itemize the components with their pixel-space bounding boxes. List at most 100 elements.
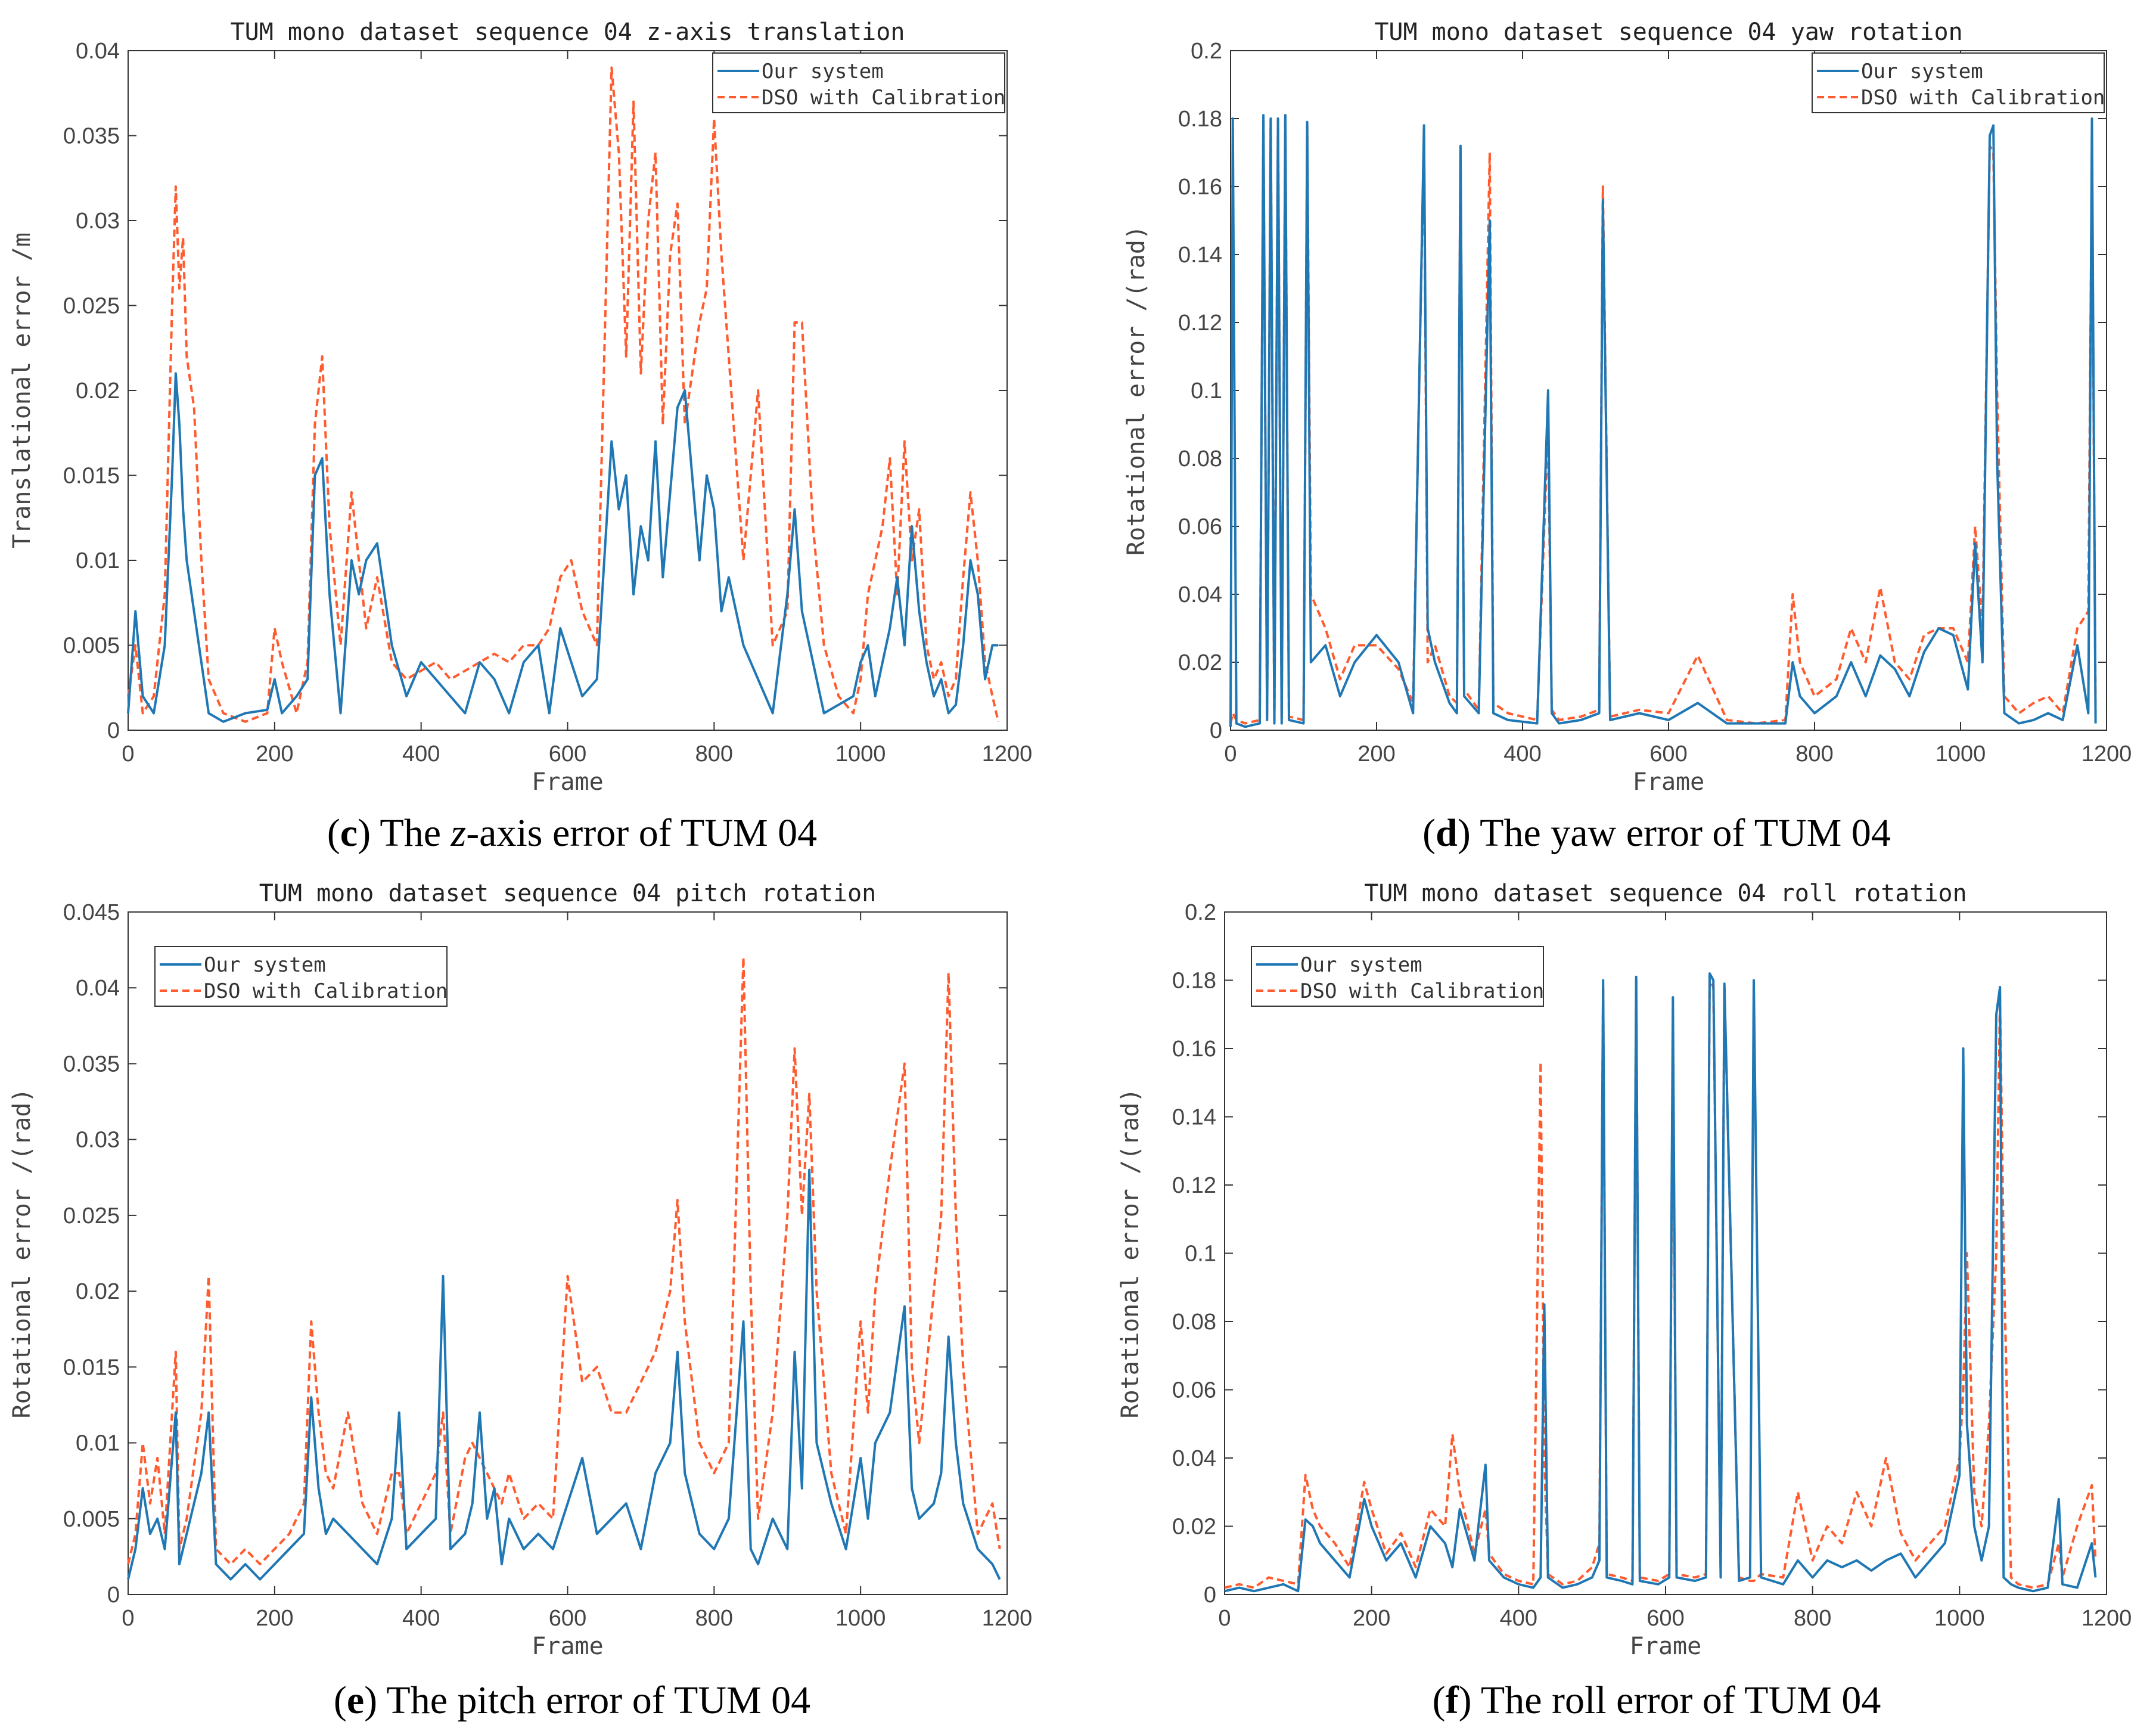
y-tick-label: 0.04 xyxy=(76,976,120,1001)
y-axis-label: Translational error /m xyxy=(8,232,36,548)
y-tick-label: 0 xyxy=(1210,718,1222,743)
y-tick-label: 0.015 xyxy=(63,464,120,489)
y-tick-label: 0.02 xyxy=(1178,650,1222,675)
y-tick-label: 0.03 xyxy=(76,1128,120,1153)
x-tick-label: 800 xyxy=(695,742,733,767)
y-tick-label: 0.14 xyxy=(1172,1105,1216,1130)
x-tick-label: 200 xyxy=(1357,742,1395,767)
series-line-dso-with-calibration xyxy=(127,956,1001,1566)
y-tick-label: 0.025 xyxy=(63,1203,120,1229)
y-tick-label: 0.2 xyxy=(1185,900,1216,925)
caption-part: ( xyxy=(333,1679,347,1722)
y-tick-label: 0.02 xyxy=(76,379,120,404)
y-tick-label: 0.18 xyxy=(1178,107,1222,132)
y-tick-label: 0.005 xyxy=(63,634,120,659)
caption-part: ( xyxy=(327,811,340,855)
chart-title: TUM mono dataset sequence 04 roll rotati… xyxy=(1364,880,1967,907)
y-tick-label: 0.035 xyxy=(63,1051,120,1077)
plot-area xyxy=(1230,50,2107,731)
x-axis-label: Frame xyxy=(532,768,603,796)
y-tick-label: 0.04 xyxy=(76,39,120,64)
y-tick-label: 0.005 xyxy=(63,1507,120,1532)
legend-entry-label: Our system xyxy=(204,953,326,977)
y-tick-label: 0.06 xyxy=(1172,1378,1216,1403)
y-tick-label: 0.03 xyxy=(76,209,120,234)
y-tick-label: 0.08 xyxy=(1172,1310,1216,1335)
caption-part: -axis error of TUM 04 xyxy=(466,811,818,855)
y-tick-label: 0.025 xyxy=(63,294,120,319)
y-tick-label: 0.1 xyxy=(1185,1242,1216,1267)
x-tick-label: 1000 xyxy=(1934,1606,1985,1631)
caption-part: ) xyxy=(1458,1679,1481,1722)
caption-part: z xyxy=(451,811,467,855)
legend-entry-label: DSO with Calibration xyxy=(1300,979,1544,1003)
caption-part: d xyxy=(1436,811,1458,855)
caption-part: f xyxy=(1445,1679,1459,1722)
y-tick-label: 0.1 xyxy=(1191,379,1222,404)
x-tick-label: 0 xyxy=(1218,1606,1231,1631)
x-tick-label: 1000 xyxy=(1936,742,1986,767)
x-tick-label: 1200 xyxy=(2082,1606,2132,1631)
x-tick-label: 400 xyxy=(1503,742,1541,767)
y-tick-label: 0.08 xyxy=(1178,446,1222,472)
x-tick-label: 600 xyxy=(549,742,586,767)
chart-c: TUM mono dataset sequence 04 z-axis tran… xyxy=(8,18,1032,796)
x-axis-label: Frame xyxy=(1633,768,1704,796)
x-tick-label: 800 xyxy=(1794,1606,1831,1631)
caption-part: The roll error of TUM 04 xyxy=(1480,1679,1881,1722)
y-tick-label: 0.01 xyxy=(76,548,120,573)
x-tick-label: 200 xyxy=(1353,1606,1390,1631)
caption-part: The pitch error of TUM 04 xyxy=(386,1679,811,1722)
y-tick-label: 0.2 xyxy=(1191,39,1222,64)
y-tick-label: 0.16 xyxy=(1178,175,1222,200)
x-tick-label: 1200 xyxy=(2082,742,2132,767)
caption-part: ( xyxy=(1432,1679,1446,1722)
y-tick-label: 0 xyxy=(107,1583,120,1608)
x-tick-label: 0 xyxy=(1224,742,1237,767)
series-line-dso-with-calibration xyxy=(1229,114,2097,725)
x-axis-label: Frame xyxy=(1630,1633,1701,1660)
x-tick-label: 400 xyxy=(1500,1606,1537,1631)
y-tick-label: 0 xyxy=(1204,1583,1216,1608)
caption-d: (d) The yaw error of TUM 04 xyxy=(1120,811,2156,856)
y-tick-label: 0.04 xyxy=(1172,1446,1216,1471)
chart-d: TUM mono dataset sequence 04 yaw rotatio… xyxy=(1123,18,2132,796)
y-tick-label: 0.18 xyxy=(1172,969,1216,994)
y-tick-label: 0.015 xyxy=(63,1355,120,1380)
x-tick-label: 1200 xyxy=(982,1606,1033,1631)
legend-entry-label: DSO with Calibration xyxy=(1861,86,2105,110)
legend-entry-label: Our system xyxy=(1300,953,1422,977)
x-tick-label: 1000 xyxy=(835,1606,886,1631)
legend-box xyxy=(154,946,448,1007)
series-line-our-system xyxy=(1224,972,2097,1593)
plot-area xyxy=(1224,911,2107,1595)
caption-f: (f) The roll error of TUM 04 xyxy=(1120,1678,2156,1723)
caption-c: (c) The z-axis error of TUM 04 xyxy=(36,811,1108,856)
x-tick-label: 1000 xyxy=(835,742,886,767)
x-tick-label: 0 xyxy=(122,742,134,767)
chart-title: TUM mono dataset sequence 04 yaw rotatio… xyxy=(1374,18,1962,46)
series-line-our-system xyxy=(1229,114,2097,728)
x-tick-label: 800 xyxy=(1795,742,1833,767)
caption-part: e xyxy=(346,1679,365,1722)
caption-part: c xyxy=(340,811,358,855)
x-tick-label: 0 xyxy=(122,1606,134,1631)
y-axis-label: Rotational error /(rad) xyxy=(1123,225,1150,556)
x-tick-label: 600 xyxy=(1649,742,1687,767)
y-tick-label: 0 xyxy=(107,718,120,743)
caption-part: ) xyxy=(358,811,380,855)
legend-box xyxy=(1251,946,1544,1007)
y-tick-label: 0.01 xyxy=(76,1431,120,1456)
x-tick-label: 400 xyxy=(402,742,440,767)
x-tick-label: 400 xyxy=(402,1606,440,1631)
chart-e: TUM mono dataset sequence 04 pitch rotat… xyxy=(8,880,1032,1660)
series-line-our-system xyxy=(127,1168,1001,1581)
plot-area xyxy=(128,50,1008,731)
y-tick-label: 0.14 xyxy=(1178,243,1222,268)
chart-title: TUM mono dataset sequence 04 pitch rotat… xyxy=(259,880,877,907)
chart-title: TUM mono dataset sequence 04 z-axis tran… xyxy=(231,18,905,46)
